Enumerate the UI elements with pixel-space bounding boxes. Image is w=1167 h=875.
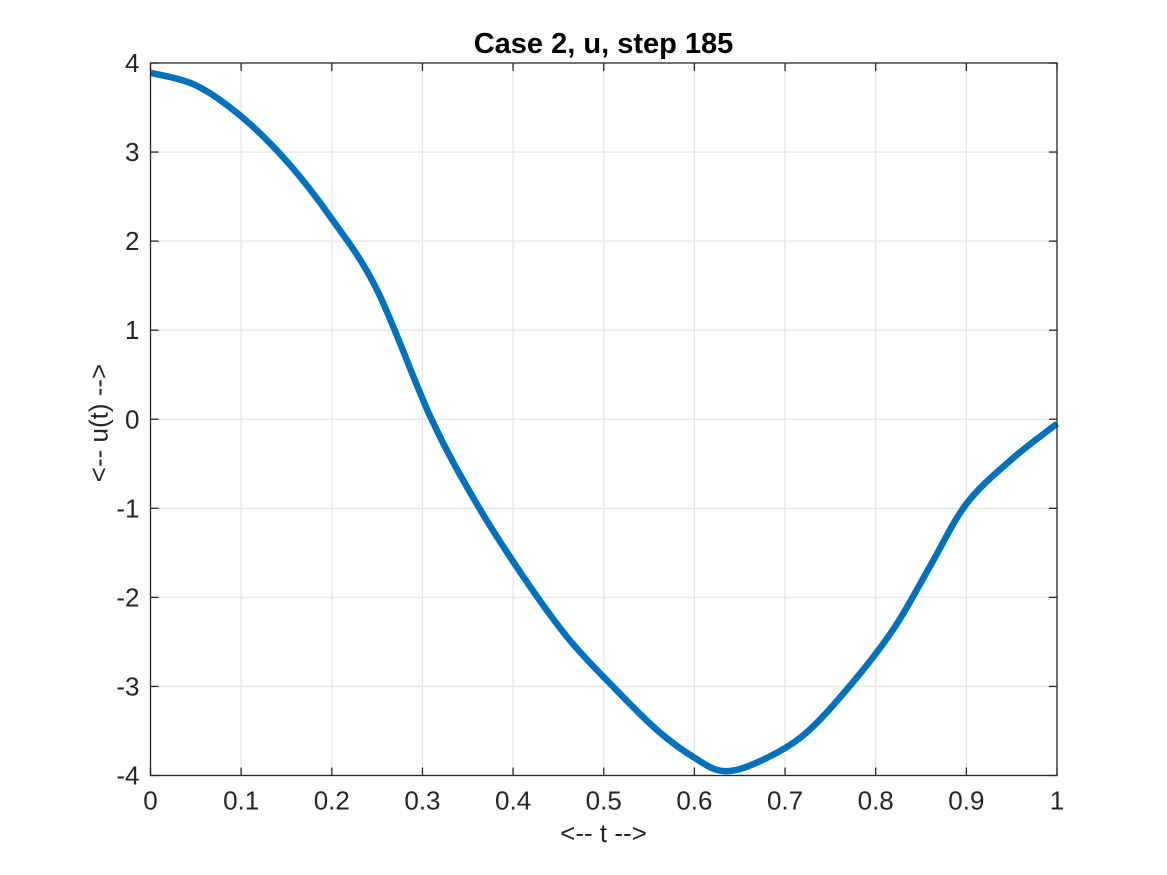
y-tick-label: 2 [125, 226, 139, 256]
x-tick-label: 0.9 [948, 786, 984, 816]
x-tick-label: 0.5 [586, 786, 622, 816]
x-tick-label: 0 [143, 786, 157, 816]
x-tick-label: 1 [1050, 786, 1064, 816]
y-tick-label: 0 [125, 404, 139, 434]
plot-title: Case 2, u, step 185 [473, 28, 734, 60]
x-tick-label: 0.6 [676, 786, 712, 816]
x-tick-label: 0.4 [495, 786, 531, 816]
x-tick-label: 0.8 [858, 786, 894, 816]
x-tick-label: 0.7 [767, 786, 803, 816]
x-tick-label: 0.2 [314, 786, 350, 816]
y-tick-label: -2 [116, 582, 139, 612]
y-tick-label: 1 [125, 315, 139, 345]
y-tick-label: -1 [116, 493, 139, 523]
y-tick-label: -4 [116, 761, 139, 791]
y-axis-label: <-- u(t) --> [83, 363, 114, 483]
y-tick-label: 4 [125, 48, 139, 78]
data-line-u [149, 69, 1059, 775]
x-tick-label: 0.1 [223, 786, 259, 816]
y-tick-label: 3 [125, 137, 139, 167]
x-axis-label: <-- t --> [560, 818, 647, 848]
y-tick-label: -3 [116, 671, 139, 701]
x-tick-label: 0.3 [404, 786, 440, 816]
